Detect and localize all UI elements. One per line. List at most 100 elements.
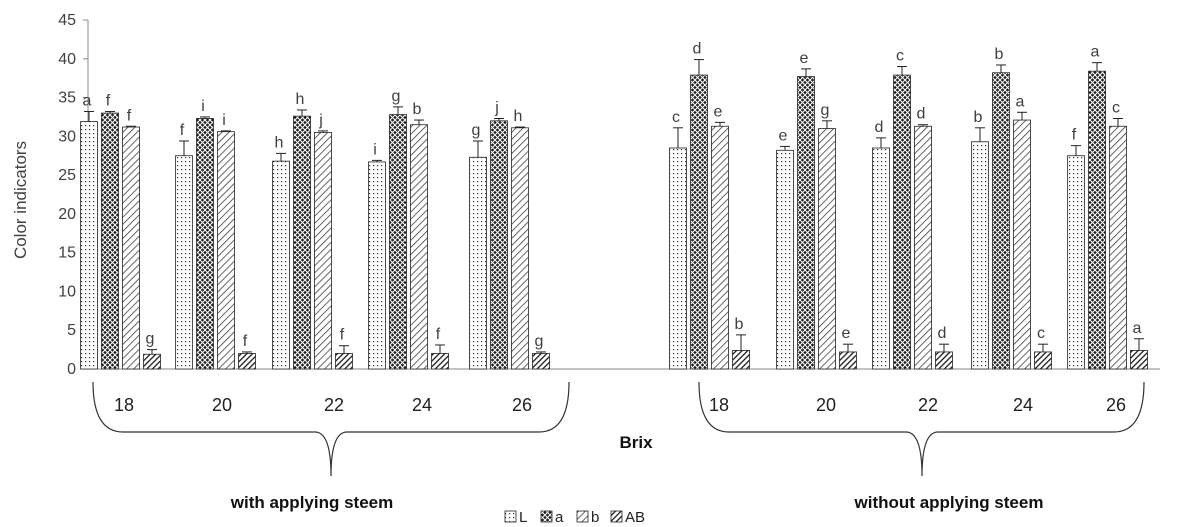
bar xyxy=(1013,119,1031,370)
bar xyxy=(1088,70,1106,370)
category-label: 20 xyxy=(212,395,232,415)
bar xyxy=(196,118,214,370)
significance-letter: d xyxy=(938,325,947,342)
category-label: 18 xyxy=(114,395,134,415)
legend-swatch xyxy=(504,510,517,523)
significance-letter: b xyxy=(974,109,983,126)
legend-swatch xyxy=(540,510,553,523)
legend-label: a xyxy=(555,509,564,526)
significance-letter: g xyxy=(392,88,401,105)
legend-swatch xyxy=(576,510,589,523)
significance-letter: e xyxy=(800,50,809,67)
bar xyxy=(410,124,428,370)
significance-letter: j xyxy=(318,112,323,129)
legend-swatch xyxy=(610,510,623,523)
significance-letter: c xyxy=(1037,325,1045,342)
significance-letter: b xyxy=(735,316,744,333)
significance-letter: b xyxy=(995,46,1004,63)
significance-letter: i xyxy=(201,98,205,115)
y-tick-label: 0 xyxy=(67,361,76,378)
bars: a ffg18fiif20hhjf22igbf24gjhg26cdeb18eege… xyxy=(80,41,1148,415)
bar xyxy=(776,149,794,370)
significance-letter: c xyxy=(896,48,904,65)
bar xyxy=(469,156,487,370)
category-label: 22 xyxy=(918,395,938,415)
bar xyxy=(818,128,836,370)
bar xyxy=(314,132,332,370)
bar xyxy=(669,147,687,370)
significance-letter: h xyxy=(514,108,523,125)
significance-letter: a xyxy=(83,93,92,110)
bar xyxy=(935,351,953,370)
y-tick-label: 10 xyxy=(58,283,76,300)
significance-letter: f xyxy=(180,122,185,139)
significance-letter: a xyxy=(1016,93,1025,110)
y-tick-label: 25 xyxy=(58,167,76,184)
bar xyxy=(293,115,311,370)
bar xyxy=(690,74,708,370)
bar xyxy=(143,353,161,370)
y-tick-label: 35 xyxy=(58,90,76,107)
significance-letter: d xyxy=(875,119,884,136)
bar xyxy=(490,120,508,370)
significance-letter: a xyxy=(1091,44,1100,61)
bar xyxy=(389,114,407,370)
significance-letter: f xyxy=(340,327,345,344)
y-tick-label: 45 xyxy=(58,12,76,29)
significance-letter: d xyxy=(917,106,926,123)
bar xyxy=(872,147,890,370)
bar xyxy=(732,349,750,370)
significance-letter: c xyxy=(672,109,680,126)
legend-label: L xyxy=(519,509,527,526)
bar xyxy=(1130,349,1148,370)
category-label: 24 xyxy=(412,395,432,415)
significance-letter: i xyxy=(373,141,377,158)
y-tick-label: 40 xyxy=(58,51,76,68)
bar xyxy=(839,351,857,370)
y-axis-label: Color indicators xyxy=(11,141,30,259)
significance-letter: g xyxy=(535,333,544,350)
significance-letter: h xyxy=(296,91,305,108)
group-label: with applying steem xyxy=(230,493,393,512)
bar xyxy=(101,112,119,370)
bar xyxy=(971,141,989,370)
y-tick-label: 5 xyxy=(67,322,76,339)
significance-letter: f xyxy=(1072,127,1077,144)
bar xyxy=(532,353,550,370)
bar xyxy=(914,125,932,370)
y-axis: 0 5 10 15 20 25 30 35 40 45 xyxy=(58,12,1160,378)
legend-label: AB xyxy=(625,509,645,526)
significance-letter: g xyxy=(821,102,830,119)
significance-letter: e xyxy=(779,127,788,144)
bar xyxy=(1034,351,1052,370)
bar xyxy=(175,155,193,370)
significance-letter: a xyxy=(1133,320,1142,337)
bar xyxy=(992,72,1010,370)
significance-letter: i xyxy=(222,112,226,129)
category-label: 20 xyxy=(816,395,836,415)
significance-letter: c xyxy=(1112,99,1120,116)
bar xyxy=(368,161,386,370)
group-brackets: with applying steem without applying stee… xyxy=(92,381,1145,512)
group-label: without applying steem xyxy=(854,493,1044,512)
y-tick-label: 15 xyxy=(58,245,76,262)
significance-letter: e xyxy=(714,103,723,120)
bar xyxy=(1067,155,1085,370)
significance-letter: g xyxy=(472,122,481,139)
bar xyxy=(797,76,815,370)
y-tick-label: 30 xyxy=(58,128,76,145)
significance-letter: b xyxy=(413,101,422,118)
bar xyxy=(122,126,140,370)
significance-letter: f xyxy=(243,333,248,350)
bar xyxy=(1109,125,1127,370)
significance-letter: j xyxy=(494,99,499,116)
significance-letter: g xyxy=(146,331,155,348)
bar xyxy=(217,131,235,370)
significance-letter: h xyxy=(275,134,284,151)
x-axis-label: Brix xyxy=(619,433,653,452)
bar xyxy=(335,353,353,370)
legend-label: b xyxy=(591,509,599,526)
bar xyxy=(431,353,449,370)
significance-letter: f xyxy=(436,326,441,343)
